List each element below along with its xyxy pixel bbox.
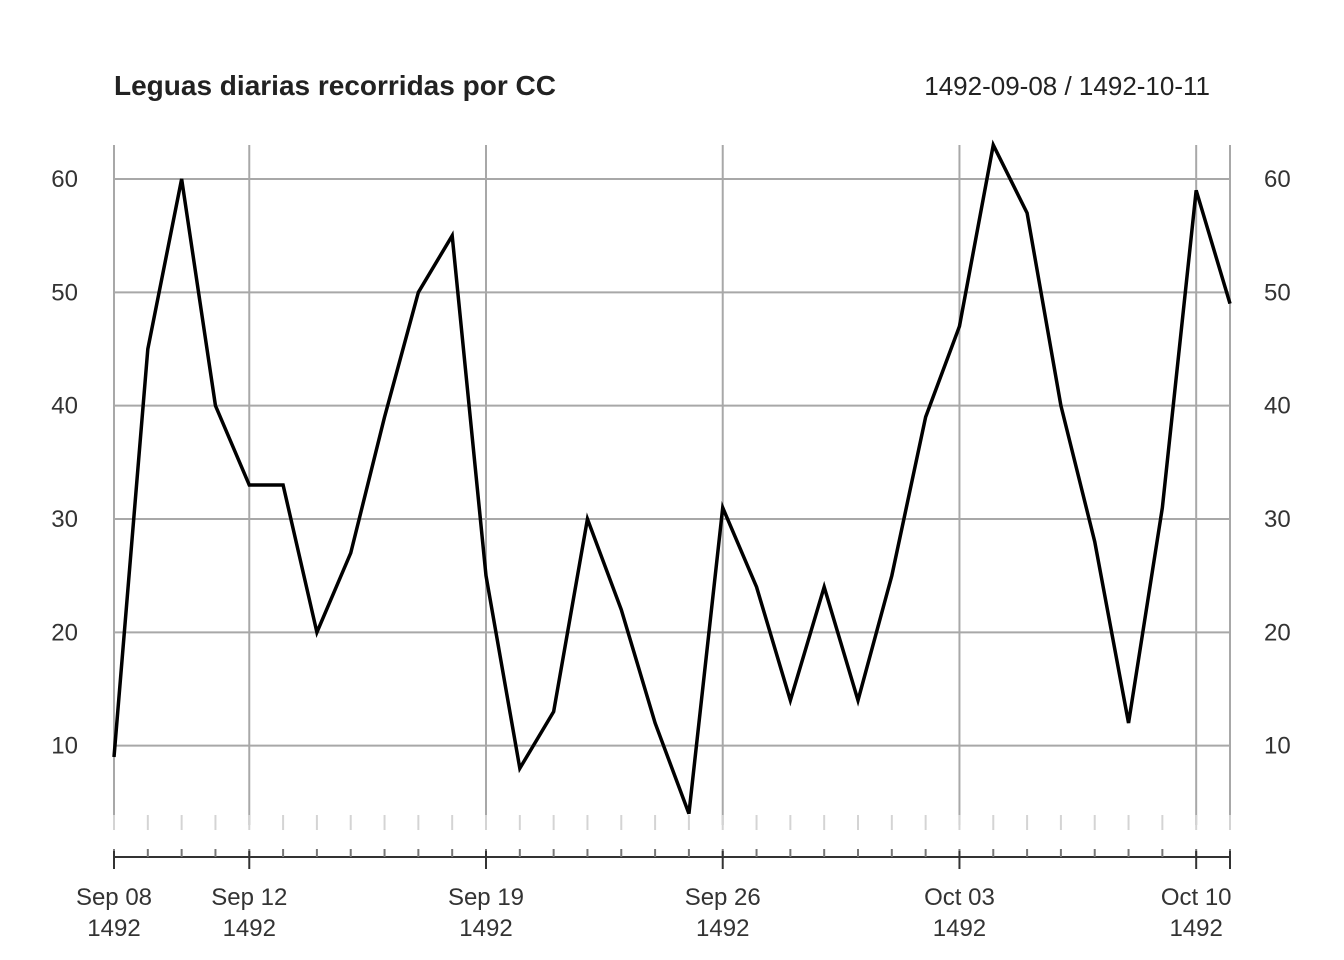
x-tick-label-date: Oct 03 bbox=[924, 884, 995, 911]
x-tick-label-date: Sep 12 bbox=[211, 884, 287, 911]
grid bbox=[113, 145, 1231, 830]
y-axis-labels: 10 10 20 20 30 30 40 40 50 50 60 60 bbox=[51, 166, 1290, 760]
date-range-label: 1492-09-08 / 1492-10-11 bbox=[924, 71, 1210, 101]
y-tick-label-right: 40 bbox=[1264, 393, 1291, 420]
y-tick-label-left: 20 bbox=[51, 619, 78, 646]
x-tick-label-date: Sep 26 bbox=[685, 884, 761, 911]
x-tick-label-year: 1492 bbox=[223, 915, 276, 942]
x-tick-label-date: Oct 10 bbox=[1161, 884, 1232, 911]
y-tick-label-left: 10 bbox=[51, 733, 78, 760]
y-tick-label-left: 60 bbox=[51, 166, 78, 193]
y-tick-label-right: 30 bbox=[1264, 506, 1291, 533]
y-tick-label-left: 50 bbox=[51, 279, 78, 306]
chart-title: Leguas diarias recorridas por CC bbox=[114, 70, 556, 101]
x-tick-label-date: Sep 19 bbox=[448, 884, 524, 911]
x-tick-label-year: 1492 bbox=[87, 915, 140, 942]
series-layer bbox=[112, 139, 1232, 815]
x-tick-label-year: 1492 bbox=[459, 915, 512, 942]
x-tick-label-year: 1492 bbox=[1169, 915, 1222, 942]
x-axis bbox=[113, 849, 1231, 869]
x-tick-label-year: 1492 bbox=[933, 915, 986, 942]
y-tick-label-right: 50 bbox=[1264, 279, 1291, 306]
y-tick-label-left: 40 bbox=[51, 393, 78, 420]
y-tick-label-left: 30 bbox=[51, 506, 78, 533]
y-tick-label-right: 60 bbox=[1264, 166, 1291, 193]
x-tick-label-date: Sep 08 bbox=[76, 884, 152, 911]
y-tick-label-right: 10 bbox=[1264, 733, 1291, 760]
series-line bbox=[112, 139, 1232, 815]
x-tick-label-year: 1492 bbox=[696, 915, 749, 942]
y-tick-label-right: 20 bbox=[1264, 619, 1291, 646]
x-axis-labels: Sep 08 1492 Sep 12 1492 Sep 19 1492 Sep 26 1492… bbox=[76, 884, 1232, 942]
